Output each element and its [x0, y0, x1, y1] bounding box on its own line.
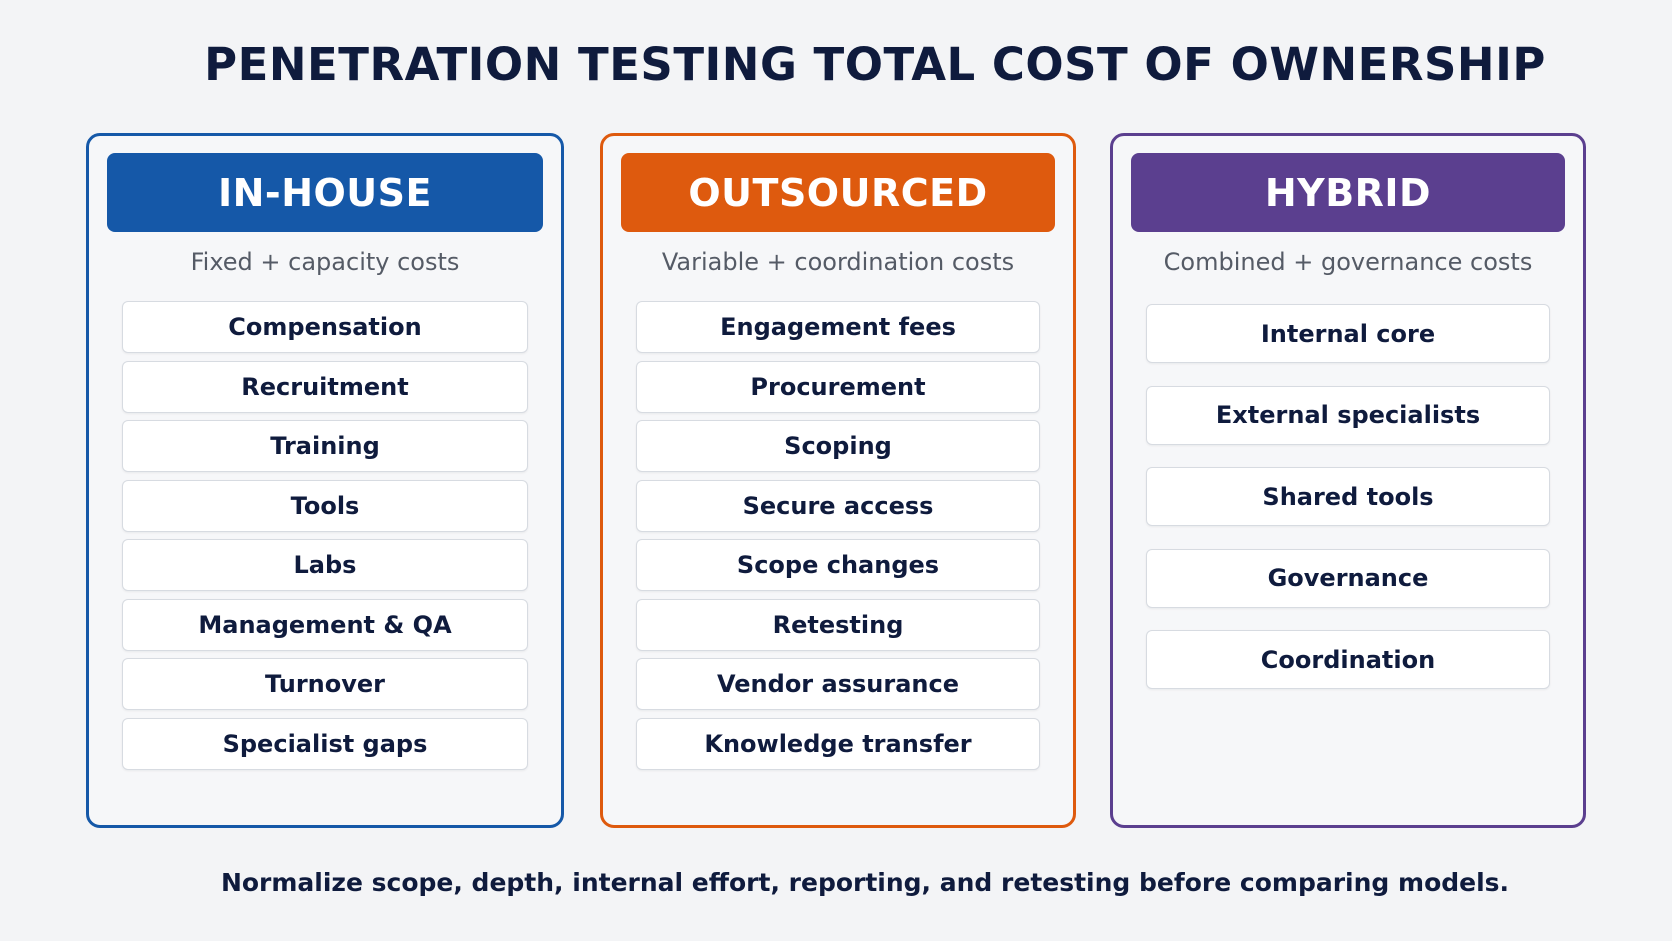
- panel-outsourced: OUTSOURCED Variable + coordination costs…: [600, 133, 1076, 828]
- cost-item: Training: [122, 420, 528, 472]
- cost-item: Scoping: [636, 420, 1040, 472]
- cost-item: Shared tools: [1146, 467, 1550, 526]
- panel-subtitle: Variable + coordination costs: [661, 248, 1015, 276]
- panel-heading: IN-HOUSE: [107, 153, 543, 232]
- panel-subtitle: Combined + governance costs: [1163, 248, 1533, 276]
- cost-item: Internal core: [1146, 304, 1550, 363]
- cost-item: Procurement: [636, 360, 1040, 413]
- panel-hybrid: HYBRID Combined + governance costs Inter…: [1110, 133, 1586, 828]
- cost-item: Coordination: [1146, 630, 1550, 689]
- cost-item: Secure access: [636, 479, 1040, 532]
- footer-note: Normalize scope, depth, internal effort,…: [220, 868, 1510, 897]
- panel-in-house: IN-HOUSE Fixed + capacity costs Compensa…: [86, 133, 564, 828]
- cost-item: Retesting: [636, 598, 1040, 651]
- cost-item: Turnover: [122, 658, 528, 710]
- cost-item: Vendor assurance: [636, 658, 1040, 710]
- cost-item: Recruitment: [122, 360, 528, 413]
- cost-item: Governance: [1146, 548, 1550, 608]
- cost-item: Management & QA: [122, 598, 528, 651]
- cost-item: Scope changes: [636, 539, 1040, 591]
- panel-heading: OUTSOURCED: [621, 153, 1055, 232]
- cost-item: External specialists: [1146, 385, 1550, 445]
- page-title: PENETRATION TESTING TOTAL COST OF OWNERS…: [204, 38, 1546, 91]
- cost-item: Engagement fees: [636, 301, 1040, 353]
- panel-heading: HYBRID: [1131, 153, 1565, 232]
- cost-item: Compensation: [122, 301, 528, 353]
- cost-item: Tools: [122, 479, 528, 532]
- panel-subtitle: Fixed + capacity costs: [190, 248, 460, 276]
- cost-item: Knowledge transfer: [636, 717, 1040, 770]
- cost-item: Specialist gaps: [122, 717, 528, 770]
- cost-item: Labs: [122, 539, 528, 591]
